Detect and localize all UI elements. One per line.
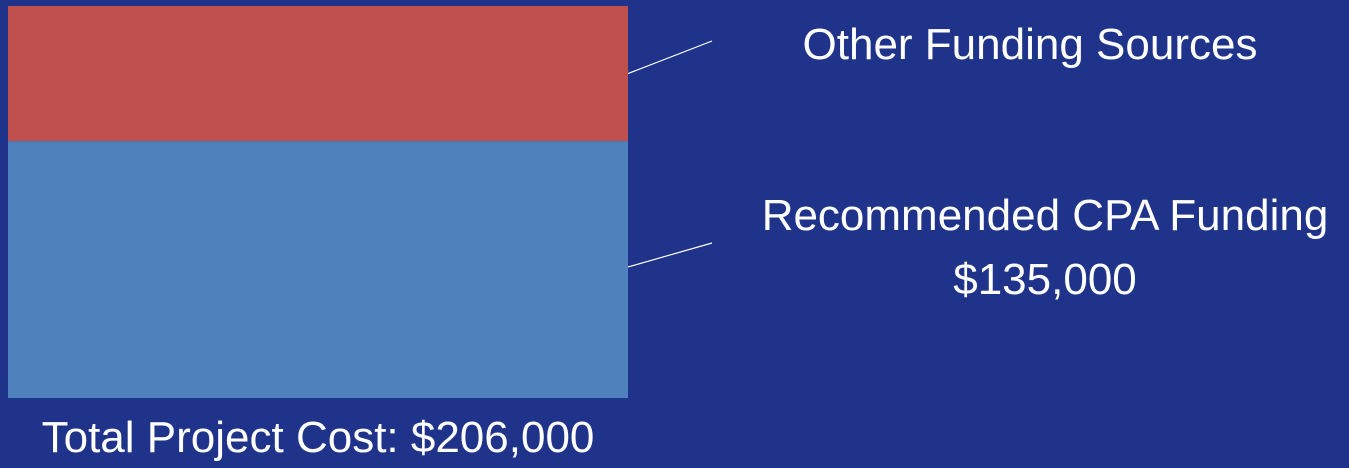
value-label-cpa-funding: $135,000	[953, 255, 1137, 304]
label-recommended-cpa-funding: Recommended CPA Funding	[762, 191, 1329, 240]
bar-segment-cpa-funding	[8, 141, 628, 398]
leader-line-cpa-funding	[627, 242, 713, 268]
bar-segment-other-funding	[8, 6, 628, 142]
label-other-funding-sources: Other Funding Sources	[803, 20, 1258, 69]
leader-line-other-funding	[627, 40, 713, 75]
total-project-cost-label: Total Project Cost: $206,000	[42, 413, 595, 462]
